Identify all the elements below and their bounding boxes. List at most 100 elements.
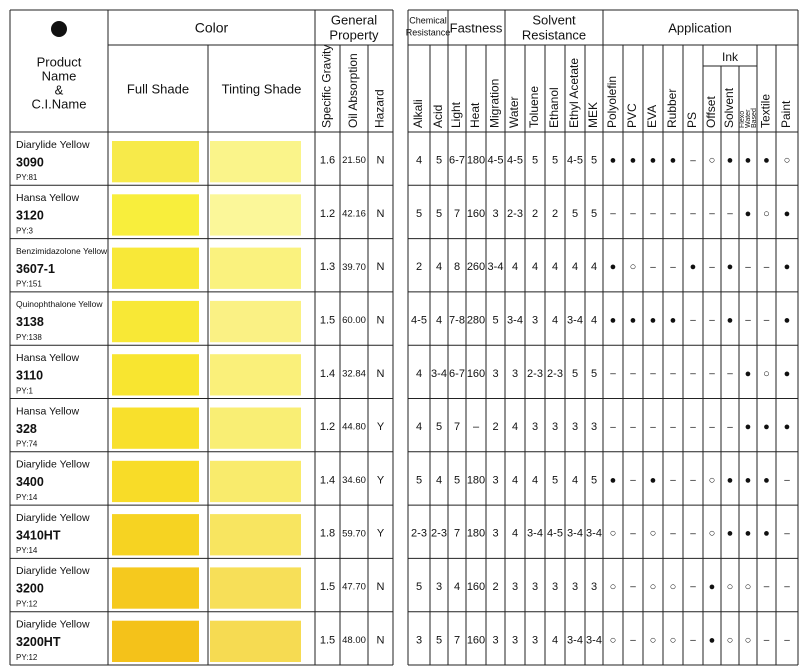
property-value: 4-5 [547,528,563,540]
property-value: 1.2 [320,421,335,433]
property-value: 2-3 [527,368,543,380]
ci-name: PY:151 [16,280,42,289]
property-value: 160 [467,368,485,380]
application-symbol: – [630,475,636,486]
application-symbol: – [709,368,715,379]
application-symbol: ● [763,421,770,433]
application-symbol: – [610,422,616,433]
property-value: 5 [436,634,442,646]
property-value: 3-4 [586,528,602,540]
property-value: N [377,314,385,326]
full-shade-swatch [112,567,199,609]
application-symbol: ● [745,421,752,433]
product-name: Diarylide Yellow [16,565,90,577]
application-symbol: ● [727,528,734,540]
general-property-header: General [331,12,377,27]
property-value: 160 [467,634,485,646]
product-header: C.I.Name [32,96,87,111]
application-symbol: ● [670,314,677,326]
property-value: Y [377,421,385,433]
product-code: 3410HT [16,528,61,542]
property-value: 21.50 [342,155,366,166]
application-symbol: – [745,262,751,273]
property-value: 4 [552,634,558,646]
application-symbol: ● [763,155,770,167]
property-value: Y [377,528,385,540]
property-value: 3-4 [488,261,504,273]
property-value: 3 [492,368,498,380]
property-value: 3 [436,581,442,593]
product-code: 3138 [16,315,44,329]
column-header: Oil Absorption [346,53,360,128]
property-value: 1.3 [320,261,335,273]
application-symbol: ○ [745,581,752,593]
property-value: 3 [552,421,558,433]
application-symbol: ● [784,208,791,220]
property-value: 6-7 [449,155,465,167]
full-shade-swatch [112,407,199,449]
application-symbol: ○ [610,581,617,593]
application-symbol: – [670,262,676,273]
column-header: Light [449,101,463,128]
property-value: 8 [454,261,460,273]
column-header: Specific Gravity [320,45,334,128]
column-header: MEK [586,102,600,128]
property-value: 4 [454,581,460,593]
property-value: 32.84 [342,368,366,379]
property-value: N [377,261,385,273]
property-value: 160 [467,208,485,220]
property-value: 3-4 [431,368,447,380]
application-symbol: ○ [670,634,677,646]
property-value: 34.60 [342,475,366,486]
property-value: 3 [416,634,422,646]
property-value: 180 [467,528,485,540]
property-value: 44.80 [342,422,366,433]
application-symbol: ● [630,314,637,326]
property-value: Y [377,474,385,486]
full-shade-swatch [112,354,199,396]
ci-name: PY:3 [16,226,33,235]
application-symbol: – [670,422,676,433]
ci-name: PY:74 [16,440,38,449]
property-value: 4 [552,314,558,326]
property-value: 42.16 [342,208,366,219]
product-name: Hansa Yellow [16,192,79,204]
application-symbol: ○ [709,474,716,486]
ci-name: PY:12 [16,600,38,609]
full-shade-swatch [112,460,199,503]
property-value: 3 [512,634,518,646]
product-code: 3607-1 [16,262,55,276]
application-symbol: ● [610,474,617,486]
tinting-shade-swatch [210,354,301,396]
property-value: 3 [572,581,578,593]
application-symbol: – [690,475,696,486]
property-value: 2 [492,421,498,433]
property-value: 4-5 [488,155,504,167]
application-symbol: – [709,262,715,273]
application-symbol: ○ [650,528,657,540]
property-value: 2-3 [547,368,563,380]
column-header: Water [507,96,521,128]
tinting-shade-swatch [210,620,301,662]
property-value: 7 [454,208,460,220]
product-name: Diarylide Yellow [16,139,90,151]
application-symbol: ○ [763,208,770,220]
application-symbol: – [610,209,616,220]
application-symbol: – [690,528,696,539]
property-value: 1.5 [320,581,335,593]
column-header: Water [745,109,752,128]
property-value: 3-4 [586,634,602,646]
property-value: 5 [454,474,460,486]
property-value: 5 [591,368,597,380]
ci-name: PY:81 [16,173,38,182]
property-value: 4-5 [507,155,523,167]
property-value: 4 [436,314,442,326]
application-symbol: ● [709,581,716,593]
property-value: 2 [416,261,422,273]
property-value: 180 [467,155,485,167]
property-value: 1.4 [320,368,335,380]
property-value: 47.70 [342,582,366,593]
full-shade-swatch [112,141,199,183]
property-value: 4 [416,368,422,380]
